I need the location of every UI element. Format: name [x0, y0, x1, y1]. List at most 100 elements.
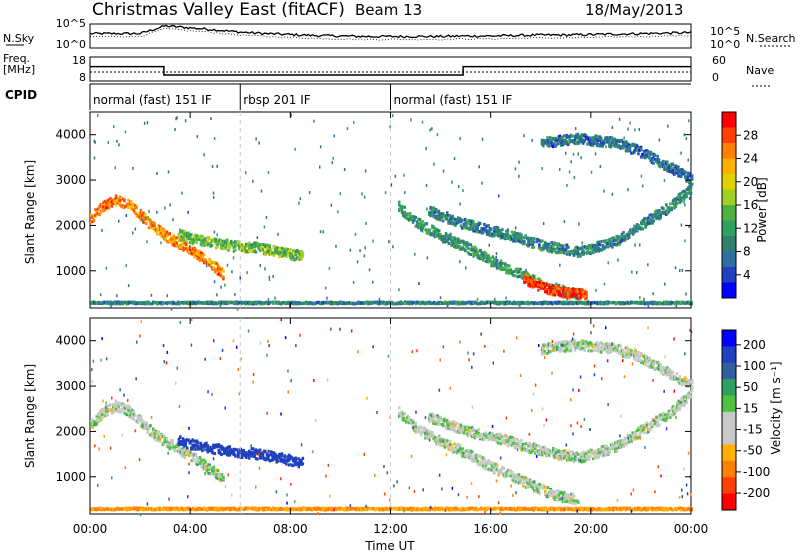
- velocity-echo-band-1: [90, 399, 225, 483]
- station-title: Christmas Valley East (fitACF): [92, 0, 345, 20]
- power-echo-band-5: [428, 184, 693, 258]
- ytick-label: 4000: [55, 334, 86, 348]
- xtick-label: 08:00: [273, 522, 308, 536]
- colorbar-swatch: [722, 251, 736, 268]
- colorbar-tick-label: 4: [743, 268, 751, 282]
- nsearch-tick-top: 10^5: [710, 25, 740, 38]
- xtick-label: 20:00: [574, 522, 609, 536]
- colorbar-swatch: [722, 379, 736, 396]
- ytick-label: 2000: [55, 424, 86, 438]
- freq-tick-bottom: 8: [79, 71, 86, 84]
- nave-tick-bottom: 0: [712, 71, 719, 84]
- velocity-data: [90, 318, 694, 517]
- colorbar-tick-label: 28: [743, 128, 758, 142]
- nsky-series-line: [89, 24, 692, 39]
- cpid-segments: normal (fast) 151 IF rbsp 201 IF normal (f…: [89, 84, 512, 110]
- time-axis: 00:00 04:00 08:00 12:00 16:00 20:00 00:00: [73, 112, 709, 536]
- velocity-colorbar: 200 100 50 15 -15 -50 -100 -200: [721, 329, 770, 511]
- colorbar-tick-label: 15: [743, 401, 758, 415]
- colorbar-tick-label: -100: [743, 465, 770, 479]
- nsky-tick-bottom: 10^0: [56, 38, 86, 51]
- xtick-label: 00:00: [674, 522, 709, 536]
- nsearch-series-line: [89, 27, 692, 41]
- colorbar-swatch: [722, 112, 736, 128]
- velocity-ground-scatter: [90, 506, 693, 512]
- colorbar-tick-label: 12: [743, 221, 758, 235]
- nsearch-tick-bottom: 10^0: [710, 38, 740, 51]
- colorbar-swatch: [722, 236, 736, 252]
- colorbar-swatch: [722, 346, 736, 364]
- colorbar-swatch: [722, 174, 736, 190]
- colorbar-swatch: [722, 330, 736, 347]
- colorbar-tick-label: -200: [743, 486, 770, 500]
- ytick-label: 3000: [55, 173, 86, 187]
- velocity-echo-band-6: [540, 338, 694, 392]
- colorbar-swatch: [722, 267, 736, 283]
- colorbar-swatch: [722, 411, 736, 429]
- cpid-segment-label: rbsp 201 IF: [243, 93, 310, 107]
- colorbar-swatch: [722, 428, 736, 446]
- freq-series-line: [90, 65, 691, 76]
- colorbar-frame: [721, 329, 737, 511]
- velocity-panel: 4000 3000 2000 1000 Slant Range [km] 200 100…: [23, 317, 783, 517]
- colorbar-swatch: [722, 143, 736, 159]
- velocity-echo-band-5: [428, 390, 693, 464]
- colorbar-tick-label: 16: [743, 198, 758, 212]
- ytick-label: 3000: [55, 379, 86, 393]
- xaxis-label: Time UT: [364, 539, 415, 553]
- date-label: 18/May/2013: [585, 1, 683, 19]
- cpid-label: CPID: [5, 88, 37, 102]
- colorbar-tick-label: 24: [743, 152, 758, 166]
- colorbar-tick-label: 20: [743, 175, 758, 189]
- power-yticks: 4000 3000 2000 1000: [55, 128, 691, 278]
- power-data: [90, 112, 694, 311]
- colorbar-tick-label: -15: [743, 423, 763, 437]
- xtick-label: 12:00: [373, 522, 408, 536]
- nsky-label: N.Sky: [3, 32, 35, 45]
- power-ground-scatter: [90, 300, 693, 306]
- freq-trace: [90, 65, 691, 76]
- xtick-label: 00:00: [73, 522, 108, 536]
- power-echo-band-6: [540, 132, 694, 186]
- colorbar-swatch: [722, 205, 736, 221]
- xtick-label: 16:00: [473, 522, 508, 536]
- colorbar-tick-label: 8: [743, 245, 751, 259]
- ytick-label: 4000: [55, 128, 86, 142]
- nave-tick-top: 60: [712, 54, 726, 67]
- freq-unit-label: [MHz]: [3, 63, 35, 76]
- power-colorbar-label: Power [dB]: [755, 177, 769, 242]
- colorbar-swatch: [722, 395, 736, 413]
- nsky-tick-top: 10^5: [56, 17, 86, 30]
- power-echo-band-4: [523, 274, 588, 301]
- colorbar-swatch: [722, 493, 736, 511]
- colorbar-swatch: [722, 158, 736, 175]
- power-colorbar: 28 24 20 16 12 8 4: [721, 111, 758, 299]
- colorbar-tick-label: 50: [743, 380, 758, 394]
- power-speckle: [93, 113, 691, 311]
- ytick-label: 1000: [55, 470, 86, 484]
- velocity-colorbar-label: Velocity [m s⁻¹]: [769, 361, 783, 454]
- nsky-trace: [89, 24, 692, 41]
- ytick-label: 2000: [55, 218, 86, 232]
- colorbar-tick-label: 200: [743, 338, 766, 352]
- colorbar-swatch: [722, 460, 736, 478]
- freq-tick-top: 18: [72, 54, 86, 67]
- freq-label: Freq.: [3, 52, 30, 65]
- power-echo-band-2: [177, 228, 305, 262]
- colorbar-tick-label: 100: [743, 359, 766, 373]
- colorbar-tick-label: -50: [743, 444, 763, 458]
- beam-label: Beam 13: [355, 1, 422, 19]
- nave-label: Nave: [746, 64, 774, 77]
- xtick-label: 04:00: [173, 522, 208, 536]
- colorbar-swatch: [722, 282, 736, 299]
- colorbar-swatch: [722, 189, 736, 206]
- power-ylabel: Slant Range [km]: [23, 160, 37, 264]
- velocity-echo-band-2: [177, 435, 305, 469]
- colorbar-swatch: [722, 444, 736, 462]
- cpid-segment-label: normal (fast) 151 IF: [93, 93, 212, 107]
- freq-strip-frame: [89, 56, 692, 82]
- velocity-echo-band-3: [398, 406, 580, 506]
- nsearch-label: N.Search: [746, 32, 796, 45]
- velocity-ylabel: Slant Range [km]: [23, 364, 37, 468]
- colorbar-swatch: [722, 362, 736, 380]
